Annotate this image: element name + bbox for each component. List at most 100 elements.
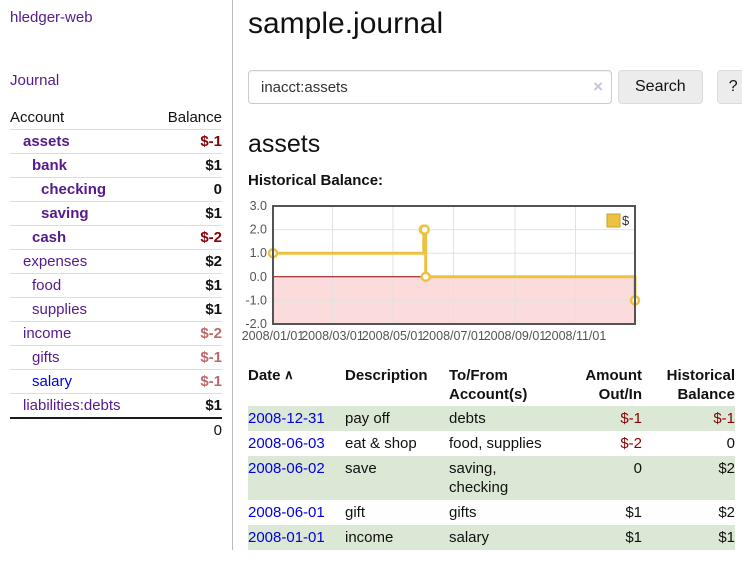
- register-table: Date ∧ Description To/From Account(s) Amount…: [248, 364, 735, 550]
- account-balance: $2: [205, 253, 222, 270]
- data-point-marker: [420, 271, 431, 283]
- transaction-date-link[interactable]: 2008-12-31: [248, 410, 325, 427]
- transaction-amount: $1: [625, 529, 642, 546]
- account-row: bank $1: [10, 153, 222, 178]
- account-link[interactable]: income: [23, 325, 72, 342]
- transaction-description: income: [345, 529, 394, 546]
- account-balance: $1: [205, 301, 222, 318]
- account-link[interactable]: expenses: [23, 253, 88, 270]
- account-link[interactable]: cash: [32, 229, 67, 246]
- transaction-accounts: gifts: [449, 504, 477, 521]
- transaction-running-balance: $2: [718, 460, 735, 477]
- accounts-total-balance: 0: [213, 422, 222, 439]
- transaction-accounts: food, supplies: [449, 435, 542, 452]
- historical-balance-chart: $3.0 2.0 1.0 0.0 -1.0 -2.0 2008/01/01 2008/03/0…: [242, 199, 741, 347]
- account-balance: $-2: [200, 229, 222, 246]
- x-axis-tick-label: 2008/05/01: [362, 329, 425, 343]
- register-header-description: Description: [345, 367, 428, 384]
- transaction-description: eat & shop: [345, 435, 417, 452]
- register-row: 2008-01-01 income salary $1 $1: [248, 525, 735, 550]
- app-title-link[interactable]: hledger-web: [10, 9, 93, 26]
- transaction-description: pay off: [345, 410, 390, 427]
- account-row: expenses $2: [10, 249, 222, 274]
- legend-swatch: [606, 213, 621, 228]
- account-heading: assets: [248, 130, 321, 158]
- transaction-accounts: salary: [449, 529, 490, 546]
- account-link[interactable]: saving: [41, 205, 89, 222]
- register-header-row: Date ∧ Description To/From Account(s) Amount…: [248, 364, 735, 406]
- transaction-date-link[interactable]: 2008-06-03: [248, 435, 325, 452]
- search-button[interactable]: Search: [618, 70, 703, 104]
- register-row: 2008-06-03 eat & shop food, supplies $-2 0: [248, 431, 735, 456]
- account-balance: $1: [205, 277, 222, 294]
- account-link[interactable]: assets: [23, 133, 70, 150]
- account-balance: $-2: [200, 325, 222, 342]
- transaction-accounts: saving, checking: [449, 460, 509, 496]
- data-point-marker: [419, 224, 430, 235]
- y-axis-tick-label: 0.0: [250, 270, 267, 284]
- transaction-amount: $-2: [620, 435, 642, 452]
- account-link[interactable]: salary: [32, 373, 73, 390]
- journal-nav-link[interactable]: Journal: [10, 72, 60, 89]
- account-balance: $-1: [200, 349, 222, 366]
- transaction-date-link[interactable]: 2008-06-02: [248, 460, 325, 477]
- y-axis-tick-label: -2.0: [245, 317, 267, 331]
- account-row: saving $1: [10, 201, 222, 226]
- transaction-description: gift: [345, 504, 366, 521]
- account-row: liabilities:debts $1: [10, 393, 222, 419]
- account-balance: $-1: [200, 133, 222, 150]
- transaction-date-link[interactable]: 2008-01-01: [248, 529, 325, 546]
- account-balance: 0: [213, 181, 222, 198]
- transaction-description: save: [345, 460, 377, 477]
- x-axis-tick-label: 2008/01/01: [242, 329, 305, 343]
- transaction-running-balance: $1: [718, 529, 735, 546]
- search-input[interactable]: [248, 70, 612, 104]
- transaction-accounts: debts: [449, 410, 486, 427]
- accounts-header-balance: Balance: [167, 109, 222, 126]
- account-balance: $-1: [200, 373, 222, 390]
- account-link[interactable]: supplies: [32, 301, 88, 318]
- account-row: checking 0: [10, 177, 222, 202]
- clear-search-icon[interactable]: ×: [593, 77, 603, 96]
- account-balance: $1: [205, 205, 222, 222]
- transaction-amount: $-1: [620, 410, 642, 427]
- account-row: assets $-1: [10, 129, 222, 154]
- main-content: sample.journal × Search ? assets Histori…: [233, 0, 742, 550]
- account-row: supplies $1: [10, 297, 222, 322]
- balance-chart-svg: $3.0 2.0 1.0 0.0 -1.0 -2.02008/01/012008/03/0…: [242, 199, 641, 343]
- y-axis-tick-label: 3.0: [250, 199, 267, 213]
- register-header-amount: Amount Out/In: [585, 367, 642, 403]
- account-link[interactable]: food: [32, 277, 62, 294]
- account-link[interactable]: checking: [41, 181, 107, 198]
- accounts-header-row: Account Balance: [10, 106, 222, 130]
- account-row: income $-2: [10, 321, 222, 346]
- x-axis-tick-label: 2008/07/01: [422, 329, 485, 343]
- account-link[interactable]: bank: [32, 157, 68, 174]
- register-row: 2008-12-31 pay off debts $-1 $-1: [248, 406, 735, 431]
- transaction-amount: $1: [625, 504, 642, 521]
- transaction-date-link[interactable]: 2008-06-01: [248, 504, 325, 521]
- transaction-running-balance: $-1: [713, 410, 735, 427]
- account-link[interactable]: gifts: [32, 349, 60, 366]
- help-button[interactable]: ?: [716, 70, 742, 104]
- register-header-date[interactable]: Date ∧: [248, 367, 294, 384]
- y-axis-tick-label: 1.0: [250, 246, 267, 260]
- sort-ascending-icon: ∧: [280, 367, 294, 382]
- accounts-table: Account Balance assets $-1 bank $1 checking 0…: [10, 106, 222, 442]
- search-bar: × Search ?: [248, 70, 742, 104]
- account-balance: $1: [205, 397, 222, 414]
- transaction-amount: 0: [633, 460, 642, 477]
- chart-title: Historical Balance:: [248, 172, 384, 189]
- register-row: 2008-06-02 save saving, checking 0 $2: [248, 456, 735, 500]
- account-link[interactable]: liabilities:debts: [23, 397, 121, 414]
- x-axis-tick-label: 2008/03/01: [301, 329, 364, 343]
- account-balance: $1: [205, 157, 222, 174]
- app-window: hledger-web Journal Account Balance asse…: [0, 0, 742, 550]
- account-row: food $1: [10, 273, 222, 298]
- legend-label: $: [622, 213, 630, 228]
- sidebar: hledger-web Journal Account Balance asse…: [0, 0, 233, 550]
- transaction-running-balance: $2: [718, 504, 735, 521]
- x-axis-tick-label: 2008/11/01: [545, 329, 607, 343]
- account-row: gifts $-1: [10, 345, 222, 370]
- x-axis-tick-label: 2008/09/01: [484, 329, 547, 343]
